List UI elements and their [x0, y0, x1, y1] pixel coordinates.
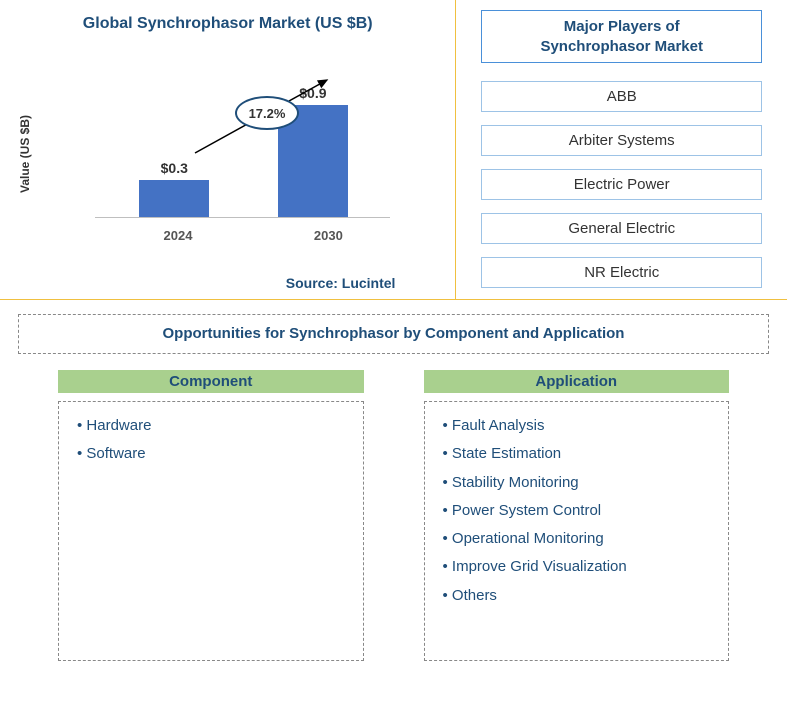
x-tick-label: 2030	[293, 228, 363, 243]
list-item: Power System Control	[439, 497, 715, 525]
opportunity-column: Component HardwareSoftware	[58, 370, 364, 661]
player-item: Arbiter Systems	[481, 125, 762, 156]
growth-rate-text: 17.2%	[249, 106, 286, 121]
column-header: Application	[424, 370, 730, 393]
list-item: Improve Grid Visualization	[439, 553, 715, 581]
column-items-box: HardwareSoftware	[58, 401, 364, 661]
column-items-box: Fault AnalysisState EstimationStability …	[424, 401, 730, 661]
player-item: General Electric	[481, 213, 762, 244]
players-title-box: Major Players of Synchrophasor Market	[481, 10, 762, 63]
list-item: Operational Monitoring	[439, 525, 715, 553]
players-title-line1: Major Players of	[490, 17, 753, 37]
list-item: Fault Analysis	[439, 412, 715, 440]
y-axis-label: Value (US $B)	[18, 115, 32, 193]
x-tick-label: 2024	[143, 228, 213, 243]
list-item: Software	[73, 440, 349, 468]
opportunities-title: Opportunities for Synchrophasor by Compo…	[163, 325, 625, 342]
player-item: ABB	[481, 81, 762, 112]
growth-arrow-icon	[95, 68, 390, 217]
opportunity-column: Application Fault AnalysisState Estimatio…	[424, 370, 730, 661]
top-section: Global Synchrophasor Market (US $B) Valu…	[0, 0, 787, 300]
chart-plot: 17.2% $0.3$0.9	[95, 68, 390, 218]
list-item: Hardware	[73, 412, 349, 440]
list-item: Stability Monitoring	[439, 469, 715, 497]
growth-callout: 17.2%	[235, 96, 299, 130]
list-item: State Estimation	[439, 440, 715, 468]
player-item: NR Electric	[481, 257, 762, 288]
column-header: Component	[58, 370, 364, 393]
players-title-line2: Synchrophasor Market	[490, 37, 753, 57]
opportunities-section: Opportunities for Synchrophasor by Compo…	[0, 300, 787, 675]
chart-title: Global Synchrophasor Market (US $B)	[20, 15, 435, 33]
list-item: Others	[439, 582, 715, 610]
opportunities-columns: Component HardwareSoftware Application Faul…	[18, 370, 769, 661]
opportunities-title-box: Opportunities for Synchrophasor by Compo…	[18, 314, 769, 354]
bar-chart: Value (US $B) 17.2% $0.3$0.9 20242030	[70, 68, 390, 243]
player-item: Electric Power	[481, 169, 762, 200]
players-panel: Major Players of Synchrophasor Market AB…	[456, 0, 787, 299]
source-label: Source: Lucintel	[286, 275, 396, 291]
chart-panel: Global Synchrophasor Market (US $B) Valu…	[0, 0, 456, 299]
